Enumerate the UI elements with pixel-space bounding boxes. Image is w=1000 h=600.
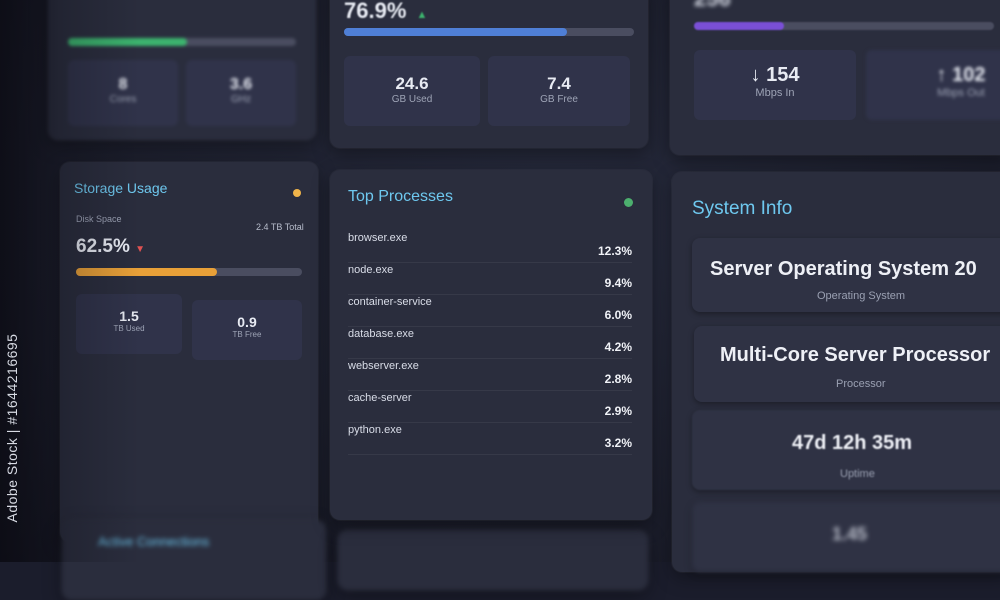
info-item-os: Server Operating System 20 Operating Sys… [692, 238, 1000, 312]
storage-stat-used: 1.5 TB Used [76, 294, 182, 354]
process-row: webserver.exe 2.8% [348, 358, 632, 391]
cpu-card: 8 Cores 3.6 GHz [48, 0, 316, 140]
network-out-value: ↑ 102 [936, 64, 986, 86]
storage-trend-down-icon: ▼ [135, 244, 146, 255]
memory-trend-up-icon: ▲ [416, 9, 428, 21]
storage-status-dot [293, 189, 301, 197]
cpu-cores-unit: Cores [109, 94, 137, 105]
connections-title: Active Connections [98, 534, 210, 549]
process-row: node.exe 9.4% [348, 262, 632, 295]
process-cpu-value: 6.0% [604, 308, 632, 322]
process-row: python.exe 3.2% [348, 422, 632, 455]
process-name: webserver.exe [348, 360, 419, 372]
network-top-value: 256 [694, 0, 731, 12]
network-stat-out: ↑ 102 Mbps Out [866, 50, 1000, 120]
os-value: Server Operating System 20 [710, 258, 977, 280]
process-cpu-value: 2.9% [604, 404, 632, 418]
system-info-title: System Info [692, 198, 793, 219]
bottom-middle-card [338, 530, 648, 590]
memory-used-value: 24.6 [395, 74, 429, 93]
storage-used-unit: TB Used [113, 324, 145, 333]
cpu-ghz-value: 3.6 [229, 76, 253, 93]
info-item-processor: Multi-Core Server Processor Processor [694, 326, 1000, 402]
network-stat-in: ↓ 154 Mbps In [694, 50, 856, 120]
storage-stat-free: 0.9 TB Free [192, 300, 302, 360]
memory-stat-free: 7.4 GB Free [488, 56, 630, 126]
process-cpu-value: 2.8% [604, 372, 632, 386]
process-cpu-value: 3.2% [604, 436, 632, 450]
process-name: cache-server [348, 392, 412, 404]
network-out-unit: Mbps Out [937, 87, 985, 99]
network-card: 256 ↓ 154 Mbps In ↑ 102 Mbps Out [670, 0, 1000, 155]
process-row: cache-server 2.9% [348, 390, 632, 423]
memory-percent: 76.9% ▲ [344, 0, 428, 23]
storage-title: Storage Usage [74, 180, 168, 196]
cpu-usage-fill [68, 38, 187, 46]
process-name: container-service [348, 296, 432, 308]
process-row: browser.exe 12.3% [348, 230, 632, 263]
process-name: node.exe [348, 264, 394, 276]
process-name: browser.exe [348, 232, 408, 244]
process-name: python.exe [348, 424, 402, 436]
cpu-usage-bar [68, 38, 296, 46]
process-cpu-value: 9.4% [604, 276, 632, 290]
memory-card: 76.9% ▲ 24.6 GB Used 7.4 GB Free [330, 0, 648, 148]
process-name: database.exe [348, 328, 415, 340]
os-label: Operating System [817, 290, 906, 302]
network-usage-bar [694, 22, 994, 30]
watermark-text: Adobe Stock | #1644216695 [4, 333, 20, 523]
memory-free-value: 7.4 [547, 74, 571, 93]
storage-usage-bar [76, 268, 302, 276]
uptime-label: Uptime [840, 468, 875, 480]
processor-value: Multi-Core Server Processor [720, 344, 991, 366]
process-row: database.exe 4.2% [348, 326, 632, 359]
connections-card: Active Connections [62, 520, 326, 600]
disk-space-label: Disk Space [76, 214, 122, 224]
uptime-value: 47d 12h 35m [792, 432, 913, 454]
storage-used-value: 1.5 [119, 308, 139, 324]
process-cpu-value: 12.3% [597, 244, 632, 258]
processes-card: Top Processes browser.exe 12.3% node.exe 9.… [330, 170, 652, 520]
system-info-card: System Info Server Operating System 20 O… [672, 172, 1000, 572]
processes-status-dot [624, 198, 633, 207]
memory-free-unit: GB Free [540, 94, 578, 105]
network-usage-fill [694, 22, 784, 30]
memory-used-unit: GB Used [391, 94, 433, 105]
memory-stat-used: 24.6 GB Used [344, 56, 480, 126]
load-value: 1.45 [832, 524, 868, 544]
processor-label: Processor [836, 378, 886, 390]
process-row: container-service 6.0% [348, 294, 632, 327]
network-in-unit: Mbps In [755, 87, 795, 99]
process-cpu-value: 4.2% [604, 340, 632, 354]
info-item-uptime: 47d 12h 35m Uptime [692, 410, 1000, 490]
cpu-stat-ghz: 3.6 GHz [186, 60, 296, 126]
storage-card: Storage Usage Disk Space 2.4 TB Total 62… [60, 162, 318, 542]
memory-usage-fill [344, 28, 567, 36]
storage-percent: 62.5% ▼ [76, 236, 146, 257]
storage-usage-fill [76, 268, 218, 276]
cpu-cores-value: 8 [118, 76, 128, 93]
cpu-stat-cores: 8 Cores [68, 60, 178, 126]
storage-free-unit: TB Free [232, 330, 262, 339]
cpu-ghz-unit: GHz [231, 94, 251, 105]
memory-usage-bar [344, 28, 634, 36]
processes-title: Top Processes [348, 188, 453, 205]
network-in-value: ↓ 154 [750, 64, 800, 86]
storage-total: 2.4 TB Total [256, 222, 304, 232]
processes-list: browser.exe 12.3% node.exe 9.4% container-se… [330, 230, 652, 510]
storage-free-value: 0.9 [237, 314, 257, 330]
